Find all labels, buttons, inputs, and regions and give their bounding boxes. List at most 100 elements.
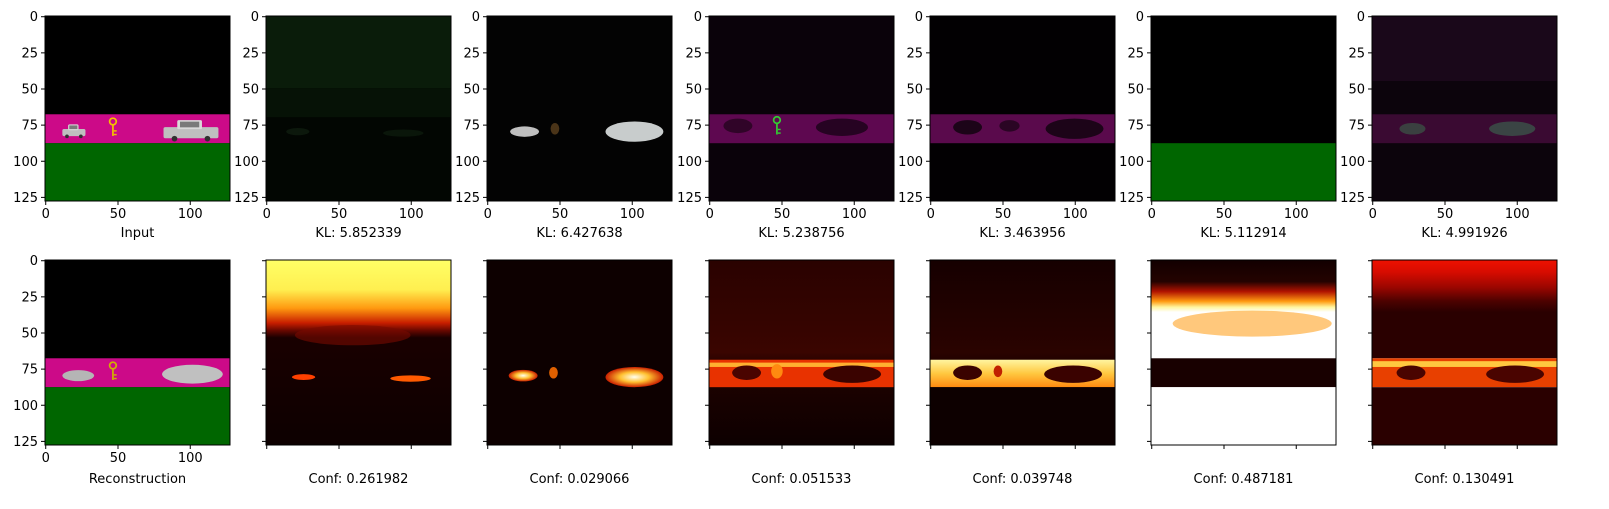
- axes-frame: [44, 15, 231, 202]
- car-hole: [953, 365, 983, 380]
- panel-caption: Conf: 0.487181: [1194, 472, 1294, 487]
- axes-frame: [929, 259, 1116, 446]
- y-tick-label: 0: [472, 10, 480, 25]
- y-tick-label: 100: [13, 399, 38, 414]
- axes-frame: [265, 259, 452, 446]
- lower-region: [930, 387, 1115, 445]
- key-object: [108, 361, 118, 380]
- axes-frame: [265, 15, 452, 202]
- mask-blob: [390, 375, 431, 382]
- y-tick-label: 50: [1127, 82, 1144, 97]
- y-tick-label: 0: [30, 10, 38, 25]
- key-object: [108, 117, 118, 136]
- y-tick-label: 100: [1340, 155, 1365, 170]
- key-object: [772, 115, 782, 135]
- lower-region: [1372, 387, 1557, 445]
- road-band: [1151, 358, 1336, 388]
- car-blob: [62, 370, 95, 382]
- x-tick-label: 0: [927, 207, 935, 222]
- axes-frame: [1371, 259, 1558, 446]
- y-tick-label: 75: [685, 119, 702, 134]
- slot-background: [930, 16, 1115, 201]
- x-tick-label: 0: [42, 451, 50, 466]
- panel-caption: Conf: 0.261982: [309, 472, 409, 487]
- panel-caption: KL: 5.238756: [758, 226, 844, 241]
- y-tick-label: 75: [242, 119, 259, 134]
- car-hole: [1044, 365, 1102, 383]
- x-tick-label: 100: [178, 451, 203, 466]
- axes-frame: [44, 259, 231, 446]
- grass-region: [1151, 387, 1336, 445]
- y-tick-label: 50: [21, 82, 38, 97]
- mask-blob: [292, 374, 316, 380]
- road-band-highlight: [1372, 361, 1557, 367]
- mask-6-image: [1372, 260, 1557, 445]
- mask-field: [1372, 260, 1557, 359]
- dark-patch: [723, 118, 753, 134]
- mask-3-image: [709, 260, 894, 445]
- y-tick-label: 50: [1348, 82, 1365, 97]
- panel-caption: KL: 5.112914: [1200, 226, 1286, 241]
- y-tick-label: 125: [13, 191, 38, 206]
- faint-object: [286, 128, 310, 136]
- y-tick-label: 100: [898, 155, 923, 170]
- x-tick-label: 50: [774, 207, 791, 222]
- mask-blob: [1172, 310, 1332, 337]
- mask-1-image: [266, 260, 451, 445]
- y-tick-label: 75: [463, 119, 480, 134]
- axes-frame: [1371, 15, 1558, 202]
- y-tick-label: 125: [898, 191, 923, 206]
- slot-background: [487, 16, 672, 201]
- x-tick-label: 0: [484, 207, 492, 222]
- slot-1-image: [266, 16, 451, 201]
- panel-caption: Reconstruction: [89, 472, 186, 487]
- x-tick-label: 0: [706, 207, 714, 222]
- x-tick-label: 100: [178, 207, 203, 222]
- x-tick-label: 50: [1216, 207, 1233, 222]
- y-tick-label: 75: [906, 119, 923, 134]
- panel-caption: KL: 5.852339: [315, 226, 401, 241]
- y-tick-label: 75: [1348, 119, 1365, 134]
- mask-5-image: [1151, 260, 1336, 445]
- large-car-blob: [605, 121, 664, 142]
- panel-caption: KL: 6.427638: [536, 226, 622, 241]
- slot-background: [709, 16, 894, 201]
- slot-5-image: [1151, 16, 1336, 201]
- dark-patch: [999, 120, 1020, 132]
- road-band-highlight: [709, 362, 894, 367]
- y-tick-label: 0: [694, 10, 702, 25]
- y-tick-label: 25: [1127, 46, 1144, 61]
- x-tick-label: 0: [1369, 207, 1377, 222]
- car-blob: [1489, 121, 1536, 136]
- y-tick-label: 25: [906, 46, 923, 61]
- y-tick-label: 25: [1348, 46, 1365, 61]
- panel-caption: KL: 3.463956: [979, 226, 1065, 241]
- x-tick-label: 50: [110, 207, 127, 222]
- axes-frame: [929, 15, 1116, 202]
- mask-field: [1151, 260, 1336, 359]
- y-tick-label: 50: [685, 82, 702, 97]
- x-tick-label: 50: [1437, 207, 1454, 222]
- key-blob: [550, 122, 560, 135]
- y-tick-label: 0: [1357, 10, 1365, 25]
- car-hole: [823, 365, 881, 383]
- panel-caption: Conf: 0.051533: [752, 472, 852, 487]
- x-tick-label: 50: [331, 207, 348, 222]
- grass-region: [1151, 143, 1336, 201]
- y-tick-label: 25: [21, 46, 38, 61]
- y-tick-label: 50: [906, 82, 923, 97]
- x-tick-label: 100: [399, 207, 424, 222]
- axes-frame: [1150, 15, 1337, 202]
- x-tick-label: 0: [1148, 207, 1156, 222]
- axes-frame: [708, 15, 895, 202]
- y-tick-label: 75: [21, 119, 38, 134]
- y-tick-label: 75: [1127, 119, 1144, 134]
- panel-caption: KL: 4.991926: [1421, 226, 1507, 241]
- mask-blob: [605, 366, 664, 388]
- x-tick-label: 100: [1284, 207, 1309, 222]
- grass-region: [45, 387, 230, 445]
- small-car: [62, 124, 86, 139]
- y-tick-label: 50: [21, 326, 38, 341]
- y-tick-label: 125: [1119, 191, 1144, 206]
- x-tick-label: 0: [42, 207, 50, 222]
